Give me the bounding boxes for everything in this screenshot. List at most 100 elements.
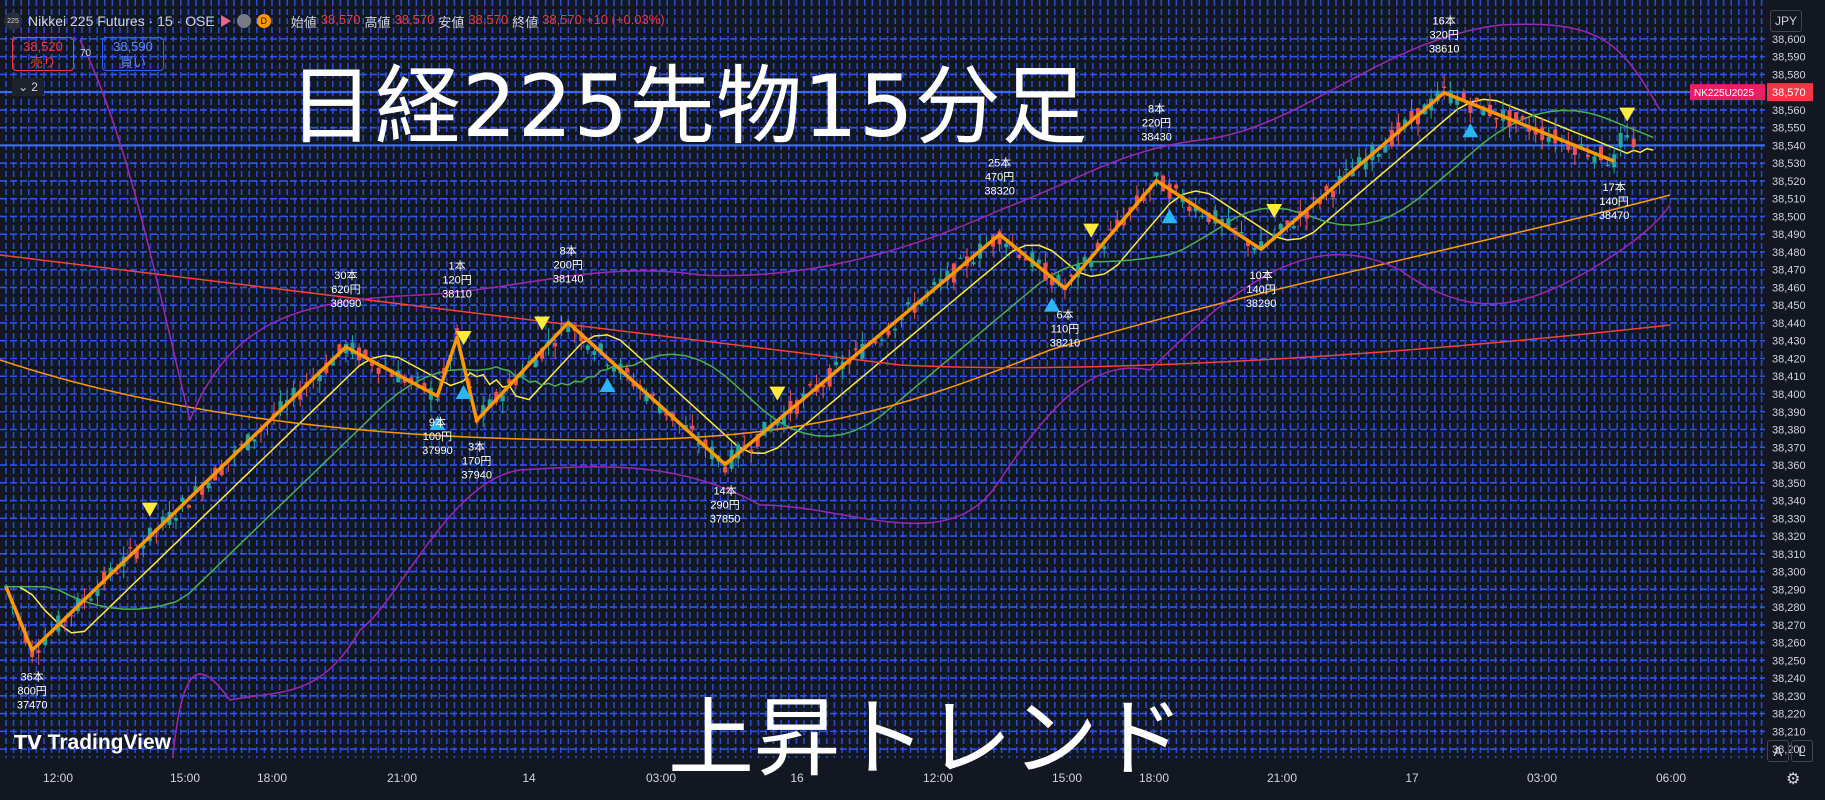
price-tick-label: 38,440 — [1772, 318, 1806, 330]
price-axis-background — [1765, 0, 1825, 800]
candle-body — [1592, 156, 1597, 163]
gear-icon[interactable]: ⚙ — [1786, 771, 1801, 788]
overlay-title: 日経225先物15分足 — [288, 57, 1089, 157]
close-label: 終値 — [512, 14, 539, 30]
zigzag-path — [4, 90, 1615, 653]
zigzag-label-text: 38290 — [1246, 298, 1277, 310]
candle-body — [1056, 274, 1061, 285]
time-tick-label: 21:00 — [1267, 771, 1297, 785]
candle-body — [513, 379, 518, 386]
candle-body — [553, 343, 558, 347]
buy-signal-marker — [1161, 209, 1178, 224]
chart-header: 225 Nikkei 225 Futures · 15 · OSE D 始値 38… — [4, 10, 665, 32]
indicator-toggle[interactable]: ⌄ 2 — [12, 78, 44, 96]
candle-body — [1174, 184, 1179, 189]
zigzag-label-text: 6本 — [1056, 307, 1073, 321]
open-value: 38,570 — [320, 11, 361, 27]
sell-signal-marker — [769, 386, 786, 401]
candle-body — [102, 571, 107, 585]
time-tick-label: 03:00 — [646, 771, 676, 785]
price-tick-label: 38,520 — [1772, 176, 1806, 188]
zigzag-label-text: 37990 — [422, 445, 453, 457]
candle-body — [389, 373, 394, 377]
candle-body — [298, 392, 303, 400]
candle-body — [906, 302, 911, 305]
zigzag-label-text: 320円 — [1429, 30, 1458, 42]
candle-body — [598, 343, 603, 352]
candle-body — [559, 322, 564, 325]
zigzag-line — [4, 90, 1615, 653]
candle-body — [997, 231, 1002, 245]
price-tick-label: 38,540 — [1772, 140, 1806, 152]
zigzag-label-text: 38430 — [1141, 132, 1172, 144]
price-tick-label: 38,340 — [1772, 496, 1806, 508]
zigzag-label-text: 38090 — [331, 298, 362, 310]
candle-body — [794, 400, 799, 414]
candle-body — [1213, 210, 1218, 224]
candle-body — [160, 516, 165, 525]
auto-scale-button[interactable]: A — [1767, 740, 1789, 762]
candle-body — [1585, 155, 1590, 157]
candle-body — [1246, 240, 1251, 247]
zigzag-label-text: 10本 — [1249, 268, 1272, 282]
candle-body — [1599, 146, 1604, 161]
candle-body — [801, 393, 806, 399]
zigzag-label-text: 220円 — [1142, 118, 1171, 130]
candle-body — [180, 497, 185, 502]
symbol-logo[interactable]: 225 — [4, 12, 22, 30]
candle-body — [579, 332, 584, 342]
price-tick-label: 38,500 — [1772, 211, 1806, 223]
ma-mid-line — [6, 109, 1654, 610]
zigzag-label-text: 16本 — [1433, 14, 1456, 28]
candle-body — [821, 384, 826, 388]
log-scale-button[interactable]: L — [1791, 740, 1813, 762]
candle-body — [1108, 229, 1113, 231]
ma-fast-line — [6, 98, 1654, 634]
candle-body — [69, 615, 74, 617]
candle-body — [1376, 154, 1381, 157]
symbol-title[interactable]: Nikkei 225 Futures · 15 · OSE — [28, 13, 215, 29]
price-tick-label: 38,430 — [1772, 336, 1806, 348]
last-price-label: 38,570 — [1772, 87, 1806, 99]
delayed-data-icon[interactable]: D — [256, 14, 271, 28]
buy-button[interactable]: 38,590 買い — [102, 37, 164, 71]
candle-body — [1396, 122, 1401, 135]
candle-body — [1232, 227, 1237, 229]
candle-body — [781, 413, 786, 425]
time-tick-label: 18:00 — [1139, 771, 1169, 785]
price-tick-label: 38,260 — [1772, 638, 1806, 650]
zigzag-label-text: 140円 — [1599, 196, 1628, 208]
candle-body — [585, 345, 590, 350]
price-tick-label: 38,560 — [1772, 105, 1806, 117]
open-label: 始値 — [290, 14, 317, 30]
candle-body — [625, 368, 630, 373]
candle-body — [808, 384, 813, 386]
time-tick-label: 12:00 — [923, 771, 953, 785]
candle-body — [1605, 164, 1610, 166]
currency-selector[interactable]: JPY — [1770, 10, 1802, 32]
candle-body — [1527, 126, 1532, 132]
time-tick-label: 14 — [522, 771, 536, 785]
tradingview-watermark[interactable]: 𝗧𝗩 TradingView — [14, 731, 171, 755]
overlay-subtitle: 上昇トレンド — [668, 689, 1184, 789]
bollinger-upper — [79, 23, 1661, 423]
candle-body — [108, 567, 113, 576]
candle-body — [1363, 158, 1368, 170]
zigzag-label-text: 800円 — [17, 685, 46, 697]
price-tick-label: 38,380 — [1772, 425, 1806, 437]
candle-body — [1154, 172, 1159, 177]
flag-icon[interactable] — [220, 15, 231, 27]
price-tick-label: 38,330 — [1772, 513, 1806, 525]
market-status-icon[interactable] — [236, 14, 251, 28]
candle-body — [1252, 247, 1257, 251]
bollinger-bands — [79, 23, 1671, 791]
sell-button[interactable]: 38,520 売り — [12, 37, 74, 71]
buy-signal-marker — [455, 384, 472, 399]
candle-body — [1206, 212, 1211, 222]
ma-long-line — [0, 254, 1671, 369]
candle-body — [886, 330, 891, 336]
candle-body — [4, 585, 8, 587]
candle-body — [239, 443, 244, 446]
zigzag-label-text: 38110 — [442, 288, 472, 300]
